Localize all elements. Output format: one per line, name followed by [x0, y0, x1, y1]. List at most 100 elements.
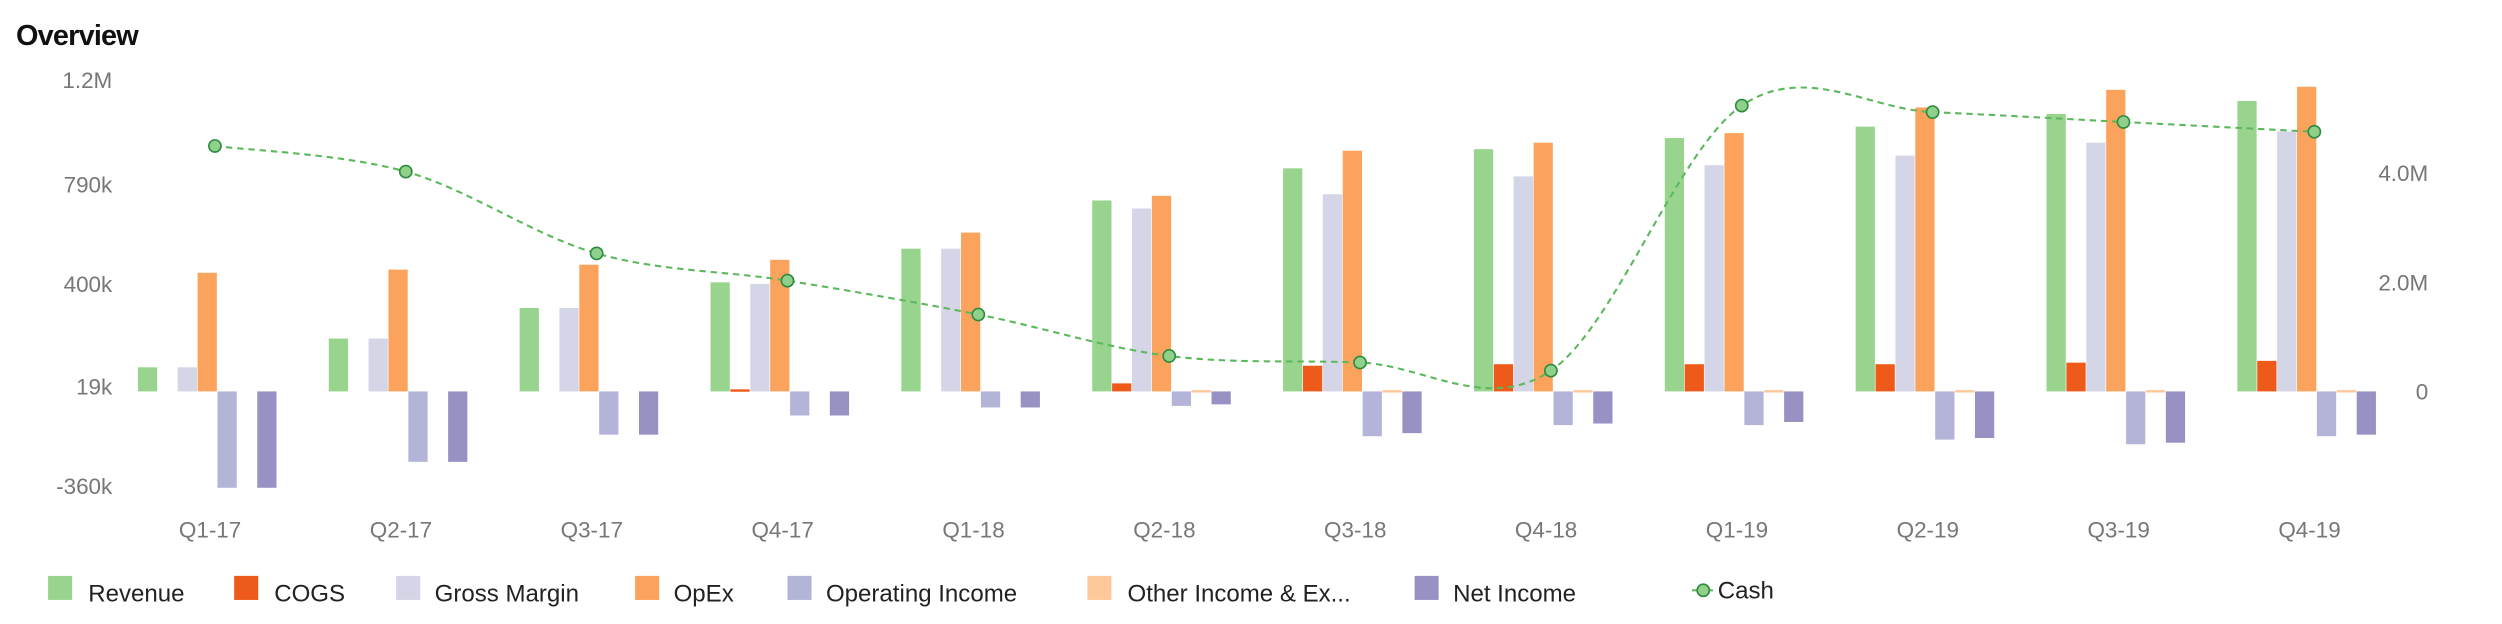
- bar-revenue: [1473, 149, 1494, 392]
- legend-marker: [1696, 583, 1711, 598]
- left-axis: 1.2M 790k 400k 19k -360k: [56, 68, 113, 499]
- bar-gross-margin: [1704, 165, 1724, 392]
- bar-net-income: [1020, 391, 1040, 408]
- bar-net-income: [257, 391, 277, 488]
- bar-gross-margin: [750, 283, 770, 392]
- cash-point: [1544, 363, 1558, 378]
- bar-operating-income: [217, 391, 237, 488]
- left-tick-label: -360k: [56, 474, 113, 499]
- legend-label: Net Income: [1453, 581, 1576, 608]
- bar-gross-margin: [177, 367, 197, 392]
- bar-net-income: [448, 391, 468, 462]
- legend-item[interactable]: Operating Income: [787, 575, 1017, 608]
- chart-title: Overview: [16, 20, 139, 52]
- bar-net-income: [1402, 391, 1422, 434]
- bar-opex: [2297, 86, 2317, 392]
- legend-label: Operating Income: [826, 581, 1017, 608]
- bar-gross-margin: [2277, 131, 2297, 392]
- x-tick-label: Q4-18: [1515, 517, 1577, 542]
- x-tick-label: Q2-17: [370, 517, 432, 542]
- bar-revenue: [710, 282, 730, 392]
- legend-swatch: [48, 575, 73, 600]
- bar-other-income-ex: [1764, 390, 1784, 393]
- legend-label: Revenue: [88, 581, 184, 608]
- cash-line-series: [208, 86, 2322, 390]
- cash-point: [1734, 98, 1749, 113]
- left-tick-label: 790k: [64, 172, 113, 197]
- bar-gross-margin: [1322, 194, 1343, 392]
- bar-cogs: [730, 389, 750, 392]
- right-tick-label: 2.0M: [2378, 270, 2428, 295]
- legend-item[interactable]: COGS: [234, 575, 345, 608]
- x-axis: Q1-17 Q2-17 Q3-17 Q4-17 Q1-18 Q2-18 Q3-18 Q4-18…: [179, 517, 2341, 542]
- legend-swatch: [396, 575, 421, 600]
- bar-net-income: [1211, 391, 1231, 405]
- left-tick-label: 19k: [76, 375, 113, 400]
- cash-point: [780, 273, 795, 288]
- bar-revenue: [901, 248, 921, 392]
- bar-operating-income: [1171, 391, 1192, 406]
- bar-operating-income: [1362, 391, 1382, 437]
- bar-revenue: [1855, 126, 1875, 392]
- x-tick-label: Q2-18: [1133, 517, 1195, 542]
- x-tick-label: Q4-19: [2278, 517, 2340, 542]
- bar-other-income-ex: [1382, 390, 1402, 393]
- bar-other-income-ex: [1191, 390, 1211, 393]
- cash-point: [1925, 105, 1940, 120]
- bar-revenue: [137, 367, 158, 392]
- cash-point: [971, 307, 986, 322]
- legend-item[interactable]: Cash: [1692, 577, 1774, 604]
- bar-operating-income: [1744, 391, 1764, 426]
- bar-gross-margin: [559, 307, 579, 392]
- cash-point: [2307, 124, 2322, 139]
- bar-operating-income: [790, 391, 810, 416]
- bar-gross-margin: [941, 248, 961, 392]
- legend-item[interactable]: Revenue: [48, 575, 184, 608]
- right-tick-label: 0: [2416, 379, 2428, 404]
- bar-opex: [1342, 150, 1362, 392]
- right-axis: 4.0M 2.0M 0: [2378, 161, 2428, 404]
- bar-gross-margin: [368, 338, 388, 392]
- bar-opex: [197, 272, 217, 392]
- legend-swatch: [1414, 575, 1439, 600]
- bar-revenue: [519, 307, 539, 392]
- bar-opex: [579, 264, 599, 392]
- bar-other-income-ex: [2336, 390, 2357, 393]
- bar-cogs: [1684, 364, 1704, 392]
- bar-opex: [1533, 142, 1553, 392]
- legend-item[interactable]: Other Income & Ex...: [1087, 575, 1351, 608]
- bars: [137, 86, 2376, 488]
- bar-operating-income: [1935, 391, 1955, 440]
- legend-item[interactable]: OpEx: [635, 575, 734, 608]
- bar-operating-income: [2316, 391, 2337, 437]
- bar-gross-margin: [1895, 155, 1915, 392]
- bar-cogs: [1112, 383, 1132, 392]
- legend-swatch: [234, 575, 259, 600]
- x-tick-label: Q4-17: [751, 517, 813, 542]
- bar-opex: [388, 269, 408, 392]
- legend-item[interactable]: Net Income: [1414, 575, 1576, 608]
- cash-point: [2116, 115, 2131, 129]
- bar-revenue: [328, 338, 349, 392]
- bar-revenue: [1283, 168, 1303, 392]
- bar-operating-income: [980, 391, 1001, 408]
- legend-item[interactable]: Gross Margin: [396, 575, 579, 608]
- legend-label: Other Income & Ex...: [1128, 581, 1351, 608]
- bar-other-income-ex: [2145, 390, 2166, 393]
- bar-operating-income: [408, 391, 428, 462]
- bar-revenue: [1664, 138, 1685, 392]
- bar-cogs: [1493, 364, 1514, 392]
- x-tick-label: Q2-19: [1897, 517, 1959, 542]
- left-tick-label: 400k: [64, 272, 113, 297]
- left-tick-label: 1.2M: [62, 68, 112, 93]
- bar-gross-margin: [1131, 208, 1152, 392]
- right-tick-label: 4.0M: [2378, 161, 2428, 186]
- bar-net-income: [829, 391, 850, 416]
- x-tick-label: Q3-18: [1324, 517, 1386, 542]
- bar-opex: [1151, 195, 1172, 392]
- bar-cogs: [1302, 365, 1323, 392]
- legend-swatch: [1087, 575, 1112, 600]
- bar-cogs: [2066, 362, 2086, 392]
- bar-gross-margin: [2086, 142, 2106, 392]
